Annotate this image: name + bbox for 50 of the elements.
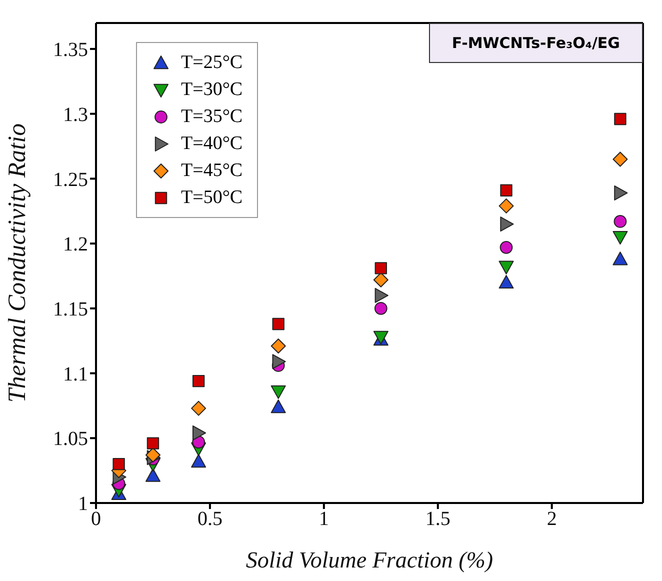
point	[270, 385, 286, 399]
point	[272, 318, 284, 330]
point	[192, 374, 205, 388]
y-tick-label: 1.2	[63, 234, 88, 256]
y-tick-label: 1.25	[53, 168, 88, 191]
point	[498, 198, 514, 214]
point	[146, 437, 160, 450]
point	[500, 240, 513, 254]
x-tick-label: 0.5	[197, 508, 222, 530]
y-tick-label: 1.3	[63, 104, 88, 126]
point	[612, 252, 628, 266]
point	[498, 260, 514, 274]
point	[614, 185, 628, 200]
point	[500, 184, 512, 196]
y-tick-label: 1.05	[53, 428, 88, 450]
point	[373, 272, 388, 288]
point	[614, 215, 627, 228]
point	[500, 216, 514, 232]
y-tick-label: 1.1	[63, 363, 88, 386]
x-tick-label: 1	[318, 508, 329, 530]
point	[374, 288, 388, 303]
legend-label: T=40°C	[181, 132, 243, 154]
point	[612, 230, 628, 245]
point	[498, 274, 514, 289]
point	[191, 454, 206, 468]
point	[614, 112, 626, 126]
x-tick-label: 1.5	[425, 508, 450, 530]
point	[374, 262, 387, 274]
text: F-MWCNTs-Fe₃O₄/EG	[428, 23, 643, 63]
point	[191, 400, 206, 416]
y-tick-label: 1.15	[53, 298, 88, 321]
point	[374, 302, 388, 315]
legend-label: T=25°C	[181, 52, 243, 74]
legend-label: T=35°C	[181, 106, 243, 128]
point	[192, 425, 206, 440]
point	[145, 448, 160, 462]
point	[272, 354, 286, 370]
x-tick-label: 2	[546, 508, 557, 530]
point	[112, 458, 125, 470]
legend-label: T=50°C	[181, 186, 243, 208]
point	[145, 468, 160, 482]
legend-label: T=30°C	[181, 78, 243, 100]
legend-label: T=45°C	[181, 160, 243, 182]
x-axis-title: Solid Volume Fraction (%)	[246, 547, 494, 572]
point	[612, 152, 628, 167]
y-tick-label: 1	[78, 493, 88, 516]
x-tick-label: 0	[91, 508, 101, 530]
y-tick-label: 1.35	[53, 39, 88, 62]
point	[270, 400, 286, 414]
point	[270, 338, 286, 354]
